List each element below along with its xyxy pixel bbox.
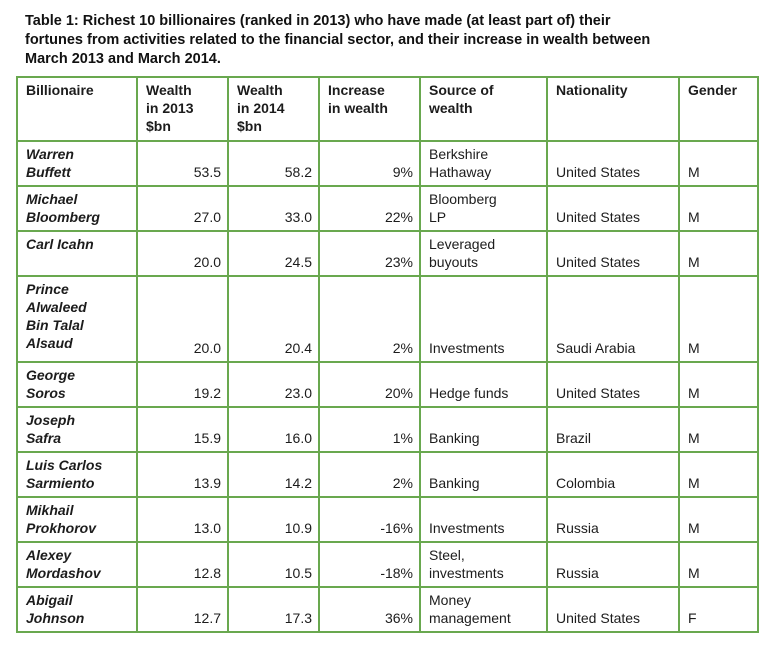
table-row: Joseph Safra 15.9 16.0 1% Banking Brazil… (16, 406, 759, 453)
billionaire-name-cell: Michael Bloomberg (16, 185, 138, 232)
wealth-2013-cell: 12.7 (136, 586, 229, 633)
source-cell: Steel, investments (419, 541, 548, 588)
source-cell: Banking (419, 406, 548, 453)
table-caption: Table 1: Richest 10 billionaires (ranked… (25, 13, 651, 67)
increase-cell: 2% (318, 451, 421, 498)
billionaires-table: Billionaire Wealth in 2013 $bn Wealth in… (16, 76, 759, 633)
increase-cell: 1% (318, 406, 421, 453)
billionaire-name-cell: Alexey Mordashov (16, 541, 138, 588)
source-cell: Banking (419, 451, 548, 498)
wealth-2014-cell: 17.3 (227, 586, 320, 633)
table-row: Prince Alwaleed Bin Talal Alsaud 20.0 20… (16, 275, 759, 363)
wealth-2013-cell: 20.0 (136, 275, 229, 363)
billionaire-name-cell: Luis Carlos Sarmiento (16, 451, 138, 498)
gender-cell: M (678, 451, 759, 498)
table-row: George Soros 19.2 23.0 20% Hedge funds U… (16, 361, 759, 408)
source-cell: Berkshire Hathaway (419, 140, 548, 187)
increase-cell: -18% (318, 541, 421, 588)
nationality-cell: United States (546, 586, 680, 633)
wealth-2014-cell: 10.5 (227, 541, 320, 588)
increase-cell: 2% (318, 275, 421, 363)
increase-cell: 36% (318, 586, 421, 633)
gender-cell: M (678, 185, 759, 232)
wealth-2014-cell: 58.2 (227, 140, 320, 187)
increase-cell: 23% (318, 230, 421, 277)
table-row: Warren Buffett 53.5 58.2 9% Berkshire Ha… (16, 140, 759, 187)
increase-cell: 22% (318, 185, 421, 232)
gender-cell: M (678, 496, 759, 543)
gender-cell: M (678, 275, 759, 363)
wealth-2014-cell: 16.0 (227, 406, 320, 453)
wealth-2013-cell: 13.9 (136, 451, 229, 498)
wealth-2013-cell: 19.2 (136, 361, 229, 408)
gender-cell: M (678, 230, 759, 277)
billionaire-name-cell: George Soros (16, 361, 138, 408)
wealth-2013-cell: 53.5 (136, 140, 229, 187)
wealth-2014-cell: 20.4 (227, 275, 320, 363)
increase-cell: 9% (318, 140, 421, 187)
column-header-wealth-2014: Wealth in 2014 $bn (227, 76, 320, 142)
nationality-cell: United States (546, 140, 680, 187)
nationality-cell: United States (546, 361, 680, 408)
gender-cell: M (678, 361, 759, 408)
billionaire-name-cell: Prince Alwaleed Bin Talal Alsaud (16, 275, 138, 363)
table-row: Abigail Johnson 12.7 17.3 36% Money mana… (16, 586, 759, 633)
increase-cell: -16% (318, 496, 421, 543)
source-cell: Investments (419, 496, 548, 543)
table-row: Michael Bloomberg 27.0 33.0 22% Bloomber… (16, 185, 759, 232)
wealth-2013-cell: 27.0 (136, 185, 229, 232)
nationality-cell: United States (546, 185, 680, 232)
column-header-increase: Increase in wealth (318, 76, 421, 142)
nationality-cell: Colombia (546, 451, 680, 498)
source-cell: Bloomberg LP (419, 185, 548, 232)
wealth-2014-cell: 23.0 (227, 361, 320, 408)
nationality-cell: Russia (546, 496, 680, 543)
nationality-cell: Saudi Arabia (546, 275, 680, 363)
billionaire-name-cell: Warren Buffett (16, 140, 138, 187)
wealth-2014-cell: 33.0 (227, 185, 320, 232)
wealth-2014-cell: 10.9 (227, 496, 320, 543)
table-row: Carl Icahn 20.0 24.5 23% Leveraged buyou… (16, 230, 759, 277)
table-header-row: Billionaire Wealth in 2013 $bn Wealth in… (16, 76, 759, 142)
wealth-2013-cell: 12.8 (136, 541, 229, 588)
nationality-cell: Brazil (546, 406, 680, 453)
gender-cell: M (678, 140, 759, 187)
table-row: Mikhail Prokhorov 13.0 10.9 -16% Investm… (16, 496, 759, 543)
table-row: Alexey Mordashov 12.8 10.5 -18% Steel, i… (16, 541, 759, 588)
billionaire-name-cell: Carl Icahn (16, 230, 138, 277)
nationality-cell: Russia (546, 541, 680, 588)
wealth-2013-cell: 13.0 (136, 496, 229, 543)
source-cell: Leveraged buyouts (419, 230, 548, 277)
wealth-2013-cell: 15.9 (136, 406, 229, 453)
billionaire-name-cell: Joseph Safra (16, 406, 138, 453)
source-cell: Hedge funds (419, 361, 548, 408)
gender-cell: F (678, 586, 759, 633)
source-cell: Money management (419, 586, 548, 633)
wealth-2014-cell: 14.2 (227, 451, 320, 498)
gender-cell: M (678, 541, 759, 588)
column-header-source: Source of wealth (419, 76, 548, 142)
billionaire-name-cell: Mikhail Prokhorov (16, 496, 138, 543)
nationality-cell: United States (546, 230, 680, 277)
gender-cell: M (678, 406, 759, 453)
column-header-wealth-2013: Wealth in 2013 $bn (136, 76, 229, 142)
increase-cell: 20% (318, 361, 421, 408)
billionaire-name-cell: Abigail Johnson (16, 586, 138, 633)
table-row: Luis Carlos Sarmiento 13.9 14.2 2% Banki… (16, 451, 759, 498)
column-header-gender: Gender (678, 76, 759, 142)
wealth-2013-cell: 20.0 (136, 230, 229, 277)
source-cell: Investments (419, 275, 548, 363)
column-header-billionaire: Billionaire (16, 76, 138, 142)
column-header-nationality: Nationality (546, 76, 680, 142)
wealth-2014-cell: 24.5 (227, 230, 320, 277)
